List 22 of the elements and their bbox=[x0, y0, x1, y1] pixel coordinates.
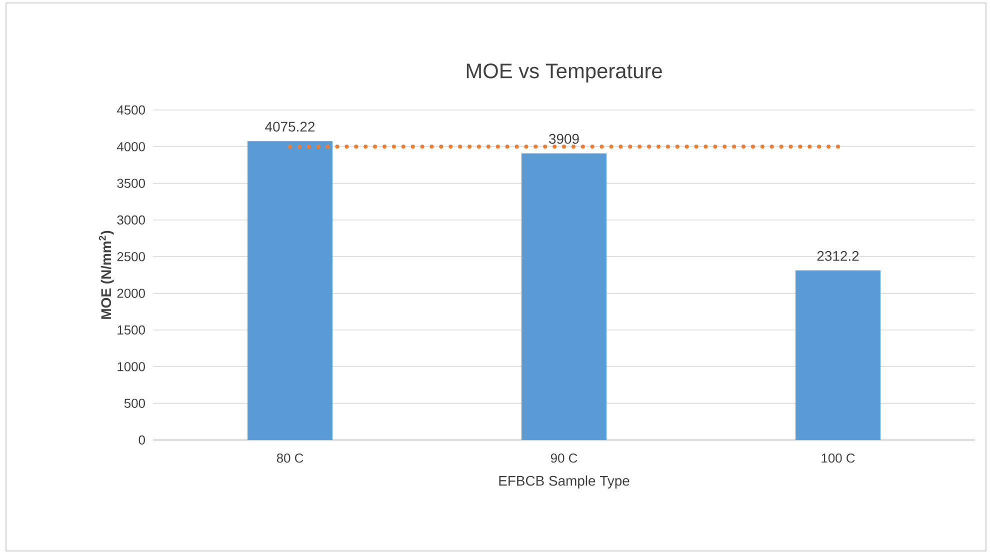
y-tick-label: 4500 bbox=[116, 105, 145, 115]
x-axis-title: EFBCB Sample Type bbox=[499, 476, 630, 489]
y-tick-label: 1000 bbox=[118, 362, 145, 372]
data-label: 4075.22 bbox=[265, 122, 315, 132]
y-axis-title: MOE (N/mm$^{2}$) bbox=[98, 230, 114, 319]
y-tick-label: 2000 bbox=[117, 288, 145, 298]
y-tick-label: 2500 bbox=[117, 252, 145, 262]
bar bbox=[796, 270, 881, 440]
y-tick-label: 3000 bbox=[117, 215, 145, 225]
bar bbox=[522, 153, 607, 440]
x-tick-label: 80 C bbox=[276, 454, 304, 463]
y-tick-label: 1500 bbox=[118, 325, 145, 335]
x-tick-label: 90 C bbox=[550, 454, 578, 463]
bar bbox=[248, 141, 333, 440]
x-tick-label: 100 C bbox=[822, 454, 855, 463]
data-label: 3909 bbox=[549, 134, 579, 144]
y-tick-label: 0 bbox=[138, 435, 145, 445]
y-tick-label: 3500 bbox=[117, 178, 145, 188]
chart-title: MOE vs Temperature bbox=[466, 64, 662, 82]
y-tick-label: 500 bbox=[124, 398, 145, 408]
y-tick-label: 4000 bbox=[116, 142, 145, 152]
data-label: 2312.2 bbox=[817, 251, 859, 261]
